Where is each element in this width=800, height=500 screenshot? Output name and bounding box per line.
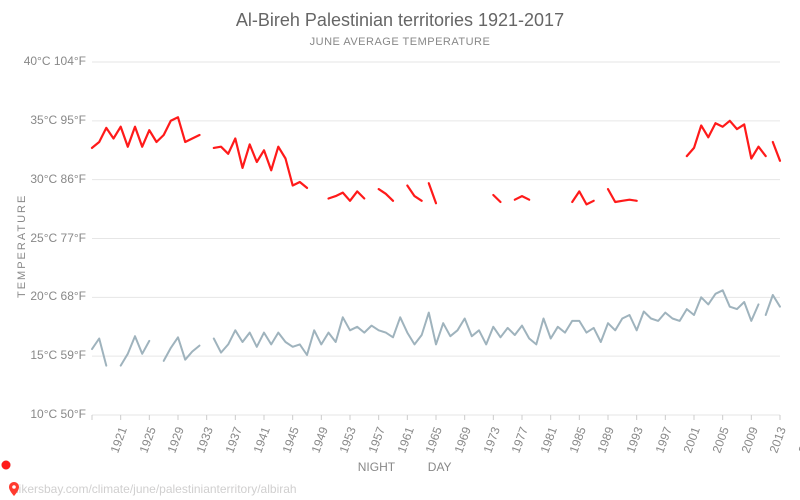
night-line: [164, 337, 200, 361]
day-line: [773, 142, 780, 161]
legend: NIGHT DAY: [0, 459, 800, 474]
day-line: [687, 121, 766, 159]
day-line: [515, 196, 529, 200]
night-line: [92, 339, 106, 366]
day-line: [608, 189, 637, 202]
legend-item-day: DAY: [418, 460, 451, 474]
legend-label-day: DAY: [428, 460, 452, 474]
day-line: [429, 183, 436, 203]
night-line: [214, 290, 759, 355]
day-line: [329, 191, 365, 200]
footer-url: hikersbay.com/climate/june/palestiniante…: [12, 482, 297, 496]
day-line: [214, 139, 307, 188]
footer: hikersbay.com/climate/june/palestiniante…: [8, 482, 297, 496]
plot-svg: [0, 0, 800, 500]
day-line: [92, 117, 200, 148]
day-line: [493, 195, 500, 202]
day-line: [407, 186, 421, 201]
legend-item-night: NIGHT: [348, 460, 395, 474]
legend-label-night: NIGHT: [358, 460, 395, 474]
night-line: [766, 295, 780, 315]
day-line: [379, 189, 393, 201]
temperature-chart: Al-Bireh Palestinian territories 1921-20…: [0, 0, 800, 500]
night-line: [121, 336, 150, 365]
day-line: [572, 191, 594, 204]
